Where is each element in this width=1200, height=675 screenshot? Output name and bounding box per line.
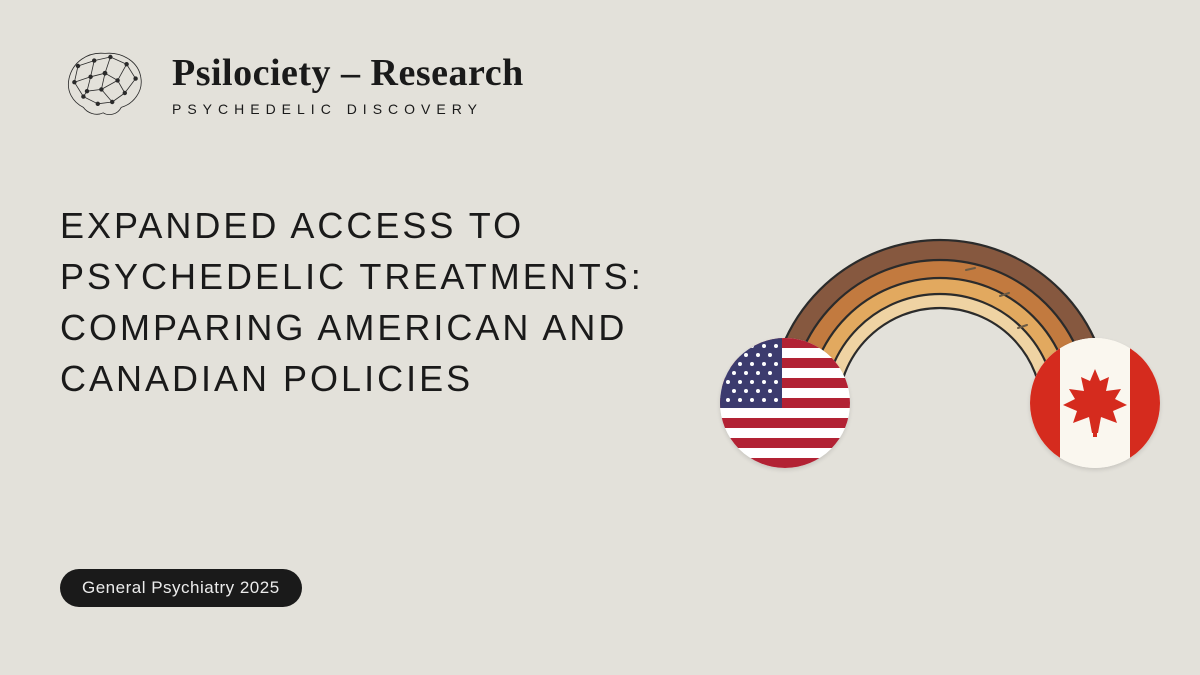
brand-subtitle: PSYCHEDELIC DISCOVERY — [172, 101, 524, 117]
source-badge: General Psychiatry 2025 — [60, 569, 302, 607]
brand-text-block: Psilociety – Research PSYCHEDELIC DISCOV… — [172, 51, 524, 117]
brain-network-icon — [60, 48, 150, 120]
brand-title: Psilociety – Research — [172, 51, 524, 95]
canada-flag-icon — [1030, 338, 1160, 468]
us-flag-icon — [720, 338, 850, 468]
brand-header: Psilociety – Research PSYCHEDELIC DISCOV… — [60, 48, 524, 120]
rainbow-flags-illustration — [720, 210, 1160, 510]
headline: Expanded access to psychedelic treatment… — [60, 200, 700, 404]
